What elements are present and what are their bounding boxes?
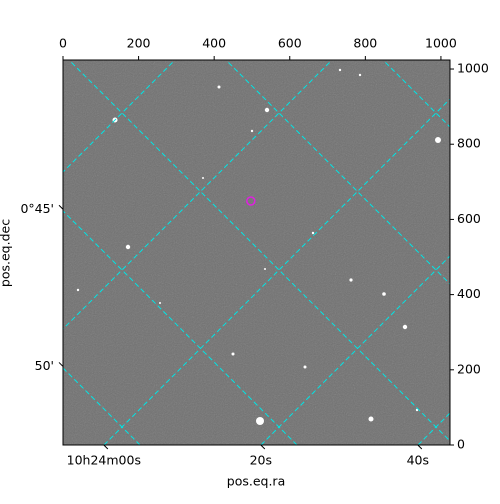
grid-line	[103, 98, 450, 445]
ra-tick	[260, 444, 266, 450]
dec-tick-label: 0°45'	[20, 201, 54, 216]
sky-image	[63, 60, 450, 445]
ra-tick	[103, 444, 109, 450]
x-tick-label: 400	[202, 36, 226, 51]
x-tick-label: 800	[353, 36, 377, 51]
y-tick-label: 200	[457, 361, 481, 376]
x-tick-label: 600	[278, 36, 302, 51]
stars	[76, 68, 441, 425]
ra-tick	[417, 444, 423, 450]
y-tick-label: 0	[457, 437, 465, 452]
ra-tick-label: 10h24m00s	[67, 453, 141, 468]
frame	[62, 59, 451, 446]
y-tick-label: 1000	[457, 61, 489, 76]
y-tick-label: 600	[457, 211, 481, 226]
grid-line	[260, 255, 450, 445]
y-tick-label: 400	[457, 286, 481, 301]
y-axis-label: pos.eq.dec	[0, 219, 13, 287]
ra-tick-label: 40s	[407, 453, 429, 468]
x-axis-label: pos.eq.ra	[227, 474, 285, 489]
grid-line	[68, 60, 450, 442]
x-tick-label: 1000	[425, 36, 457, 51]
ra-tick-label: 20s	[250, 453, 272, 468]
dec-tick	[58, 362, 64, 367]
grid-line	[63, 367, 141, 445]
grid-line	[63, 210, 298, 445]
y-tick-label: 800	[457, 136, 481, 151]
coordinate-grid	[63, 60, 450, 445]
dec-tick-label: 50'	[35, 358, 54, 373]
grid-line	[225, 60, 450, 285]
grid-line	[63, 60, 333, 330]
x-tick-label: 200	[127, 36, 151, 51]
dec-tick	[58, 204, 64, 210]
marker	[246, 196, 256, 206]
x-tick-label: 0	[59, 36, 67, 51]
